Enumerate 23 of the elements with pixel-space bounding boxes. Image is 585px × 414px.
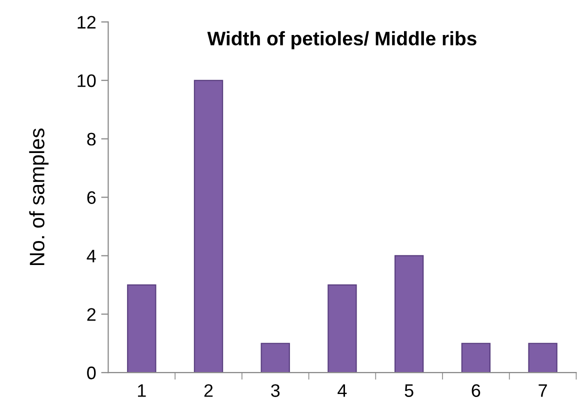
y-tick-label: 12 — [78, 16, 96, 28]
y-tick-label: 0 — [87, 366, 96, 380]
y-tick-label: 2 — [87, 308, 96, 321]
bar — [127, 284, 156, 373]
y-tick-label: 4 — [86, 250, 96, 262]
bar — [328, 284, 357, 373]
chart-title: Width of petioles/ Middle ribs — [207, 31, 476, 50]
y-tick-label: 6 — [87, 191, 96, 204]
y-tick-label: 10 — [78, 74, 96, 88]
bar — [394, 255, 424, 373]
x-tick-label: 5 — [404, 384, 414, 397]
x-tick-label: 1 — [138, 384, 146, 397]
x-tick-label: 2 — [204, 384, 213, 397]
x-tick-label: 6 — [472, 384, 480, 397]
y-tick-label: 8 — [87, 132, 96, 146]
bar — [528, 342, 558, 373]
bar — [461, 342, 491, 373]
bar — [260, 342, 290, 373]
x-tick-label: 4 — [338, 384, 347, 397]
x-tick-label: 7 — [538, 384, 547, 397]
x-tick-label: 3 — [271, 384, 280, 397]
bar — [194, 80, 224, 373]
y-axis-title: No. of samples — [29, 128, 49, 266]
